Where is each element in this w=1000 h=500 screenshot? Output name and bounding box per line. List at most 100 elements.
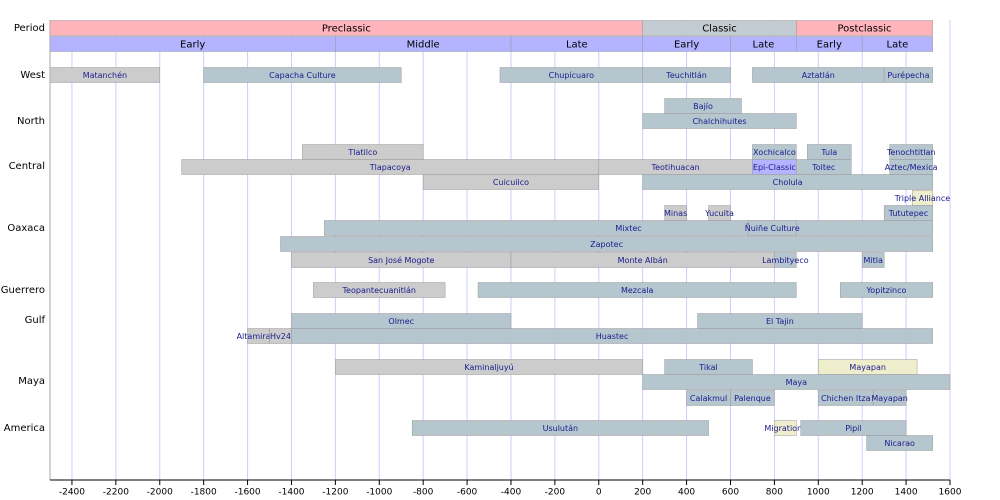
culture-bar [774,252,797,268]
culture-bar-label: Mayapan [849,363,886,372]
culture-bar-label: Olmec [388,317,414,326]
culture-bar [883,67,933,83]
x-tick-label: -200 [545,488,566,498]
culture-bar [411,420,709,436]
culture-bar-label: Huastec [596,332,629,341]
culture-bar-label: Mitla [863,256,882,265]
subperiod-bar [861,36,933,52]
culture-bar [642,113,797,129]
culture-bar-label: Nicarao [884,439,915,448]
culture-bar-label: Minas [664,209,687,218]
culture-bar-label: Bajío [693,102,713,111]
culture-bar-label: Toltec [811,163,835,172]
culture-bar-label: Maya [786,378,808,387]
culture-bar-label: Zapotec [590,240,623,249]
culture-bar [642,174,933,190]
x-tick-label: 400 [678,488,695,498]
subperiod-bar-label: Late [753,40,775,51]
culture-bar-label: Purépecha [887,70,929,80]
row-label: Maya [18,376,45,387]
culture-bar-label: Tlatilco [347,148,377,157]
culture-bar-label: Cuicuilco [493,178,529,187]
culture-bar-label: Epi-Classic [753,163,796,172]
culture-bar [313,282,446,298]
culture-bar [642,374,951,390]
x-tick-label: -1000 [366,488,392,498]
culture-bar-label: Pipil [845,424,861,433]
culture-bar [800,420,907,436]
x-tick-label: 0 [596,488,602,498]
x-tick-label: -1600 [234,488,260,498]
culture-bar-label: Hv24 [270,332,291,341]
culture-bar-label: Chichen Itza [821,394,871,403]
culture-bar-label: Tenochtitlan [886,148,936,157]
x-tick-label: 1600 [939,488,962,498]
x-tick-label: 1200 [851,488,874,498]
culture-bar-label: Aztatlán [802,71,835,80]
culture-bar-label: Xochicalco [753,148,796,157]
x-tick-label: 800 [766,488,783,498]
culture-bar [642,67,731,83]
x-tick-label: -1200 [322,488,348,498]
culture-bar-label: Lambityeco [762,256,809,265]
x-tick-label: -1400 [278,488,304,498]
culture-bar-label: Tlapacoya [369,163,411,172]
x-tick-label: 600 [722,488,739,498]
subperiod-bar-label: Late [887,40,909,51]
culture-bar [335,359,643,375]
culture-bar-label: Chalchihuites [692,117,746,126]
x-tick-label: -2000 [147,488,173,498]
period-bar-label: Classic [702,24,737,35]
culture-bar-label: Capacha Culture [269,71,336,80]
culture-bar-label: Yopitzinco [865,286,906,295]
culture-bar-label: Teopantecuanitlán [342,286,416,295]
culture-bar-label: El Tajin [766,317,794,326]
culture-bar-label: Cholula [773,178,803,187]
row-label: Oaxaca [7,223,45,234]
row-label: Central America [0,423,45,434]
culture-bar-label: Palenque [734,394,771,403]
row-label: Gulf [25,315,46,326]
culture-bar [861,252,885,268]
culture-bar-label: Yucuita [704,209,734,218]
culture-bar-label: Mixtec [615,224,641,233]
row-label: West [20,70,45,81]
culture-bar-label: Tula [820,148,837,157]
row-label: Central [9,161,45,172]
culture-bar [839,282,933,298]
culture-bar [774,420,797,436]
culture-bar-label: Aztec/Mexica [885,163,938,172]
subperiod-bar-label: Early [180,40,205,51]
culture-bar-label: San José Mogote [368,255,434,265]
culture-bar-label: Matanchén [83,70,127,80]
subperiod-bar-label: Early [674,40,699,51]
culture-bar [747,220,797,236]
culture-bar-label: Teotihuacan [651,163,700,172]
x-tick-label: -400 [501,488,522,498]
x-tick-label: 1400 [895,488,918,498]
period-label: Period [14,23,45,34]
period-bar-label: Preclassic [322,24,371,35]
culture-bar [422,174,600,190]
culture-bar [872,390,907,406]
culture-bar [291,328,933,344]
culture-bar-label: Mezcala [621,286,654,295]
culture-bar-label: Tututepec [888,209,928,218]
culture-bar-label: Altamirano [237,332,281,341]
subperiod-bar-label: Early [817,40,842,51]
x-tick-label: -1800 [191,488,217,498]
culture-bar-label: Calakmul [690,394,727,403]
culture-bar [477,282,797,298]
x-tick-label: -800 [413,488,434,498]
culture-bar-label: Migrations [764,424,806,433]
culture-bar-label: Teuchitlán [665,71,707,80]
subperiod-bar-label: Late [566,40,588,51]
culture-bar [730,390,775,406]
subperiod-bar-label: Middle [407,40,440,51]
culture-bar-label: Chupícuaro [549,71,595,80]
culture-bar-label: Monte Albán [618,256,668,265]
culture-bar [866,435,933,451]
culture-bar [280,236,933,252]
row-label: North [17,116,45,127]
